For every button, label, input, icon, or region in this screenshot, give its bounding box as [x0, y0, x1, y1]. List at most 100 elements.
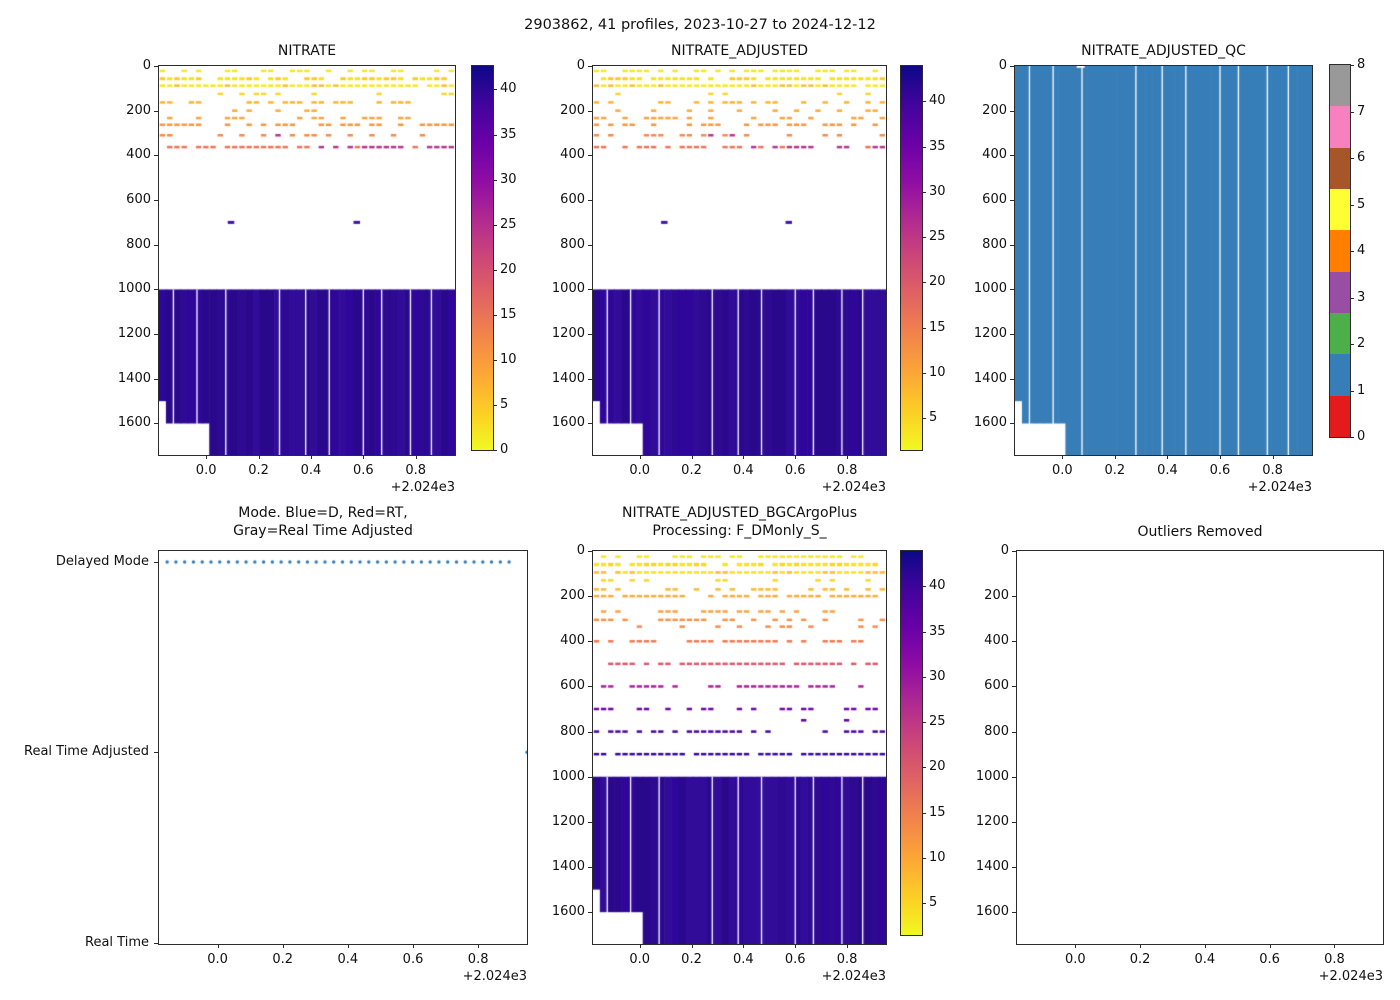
colorbar-tick-label: 30 [500, 171, 517, 187]
colorbar-tick-label: 5 [929, 410, 938, 426]
y-tick-mark [154, 562, 158, 563]
x-tick-label: 0.2 [681, 952, 702, 967]
x-tick-mark [1167, 456, 1169, 459]
y-tick-mark [154, 110, 158, 112]
y-tick-mark [154, 155, 158, 157]
colorbar-tick-mark [922, 327, 926, 329]
qc-colorbar-segment-6 [1330, 147, 1350, 189]
x-tick-label: 0.6 [784, 463, 806, 478]
panel-title-bgcargoplus-line1: NITRATE_ADJUSTED_BGCArgoPlus [621, 505, 858, 521]
x-tick-mark [795, 456, 797, 459]
x-tick-label: 0.6 [352, 463, 374, 478]
y-tick-mark [154, 334, 158, 336]
x-tick-mark [258, 456, 260, 459]
nitrate-adjusted-colorbar [900, 65, 923, 451]
y-tick-mark [1012, 551, 1016, 552]
depth-tick-label: 1600 [973, 415, 1007, 431]
depth-tick-label: 800 [982, 236, 1007, 252]
panel-title-nitrate-adjusted: NITRATE_ADJUSTED [671, 43, 808, 59]
colorbar-tick-mark [1350, 111, 1354, 113]
y-tick-mark [154, 200, 158, 202]
colorbar-tick-mark [493, 404, 497, 406]
nitrate-colorbar [471, 65, 494, 451]
x-tick-label: 0.8 [405, 463, 427, 478]
colorbar-tick-label: 7 [1357, 103, 1366, 119]
y-tick-mark [588, 334, 592, 336]
depth-tick-label: 800 [126, 236, 151, 252]
depth-tick-label: 200 [560, 102, 585, 118]
x-tick-label: 0.2 [681, 463, 702, 478]
x-tick-label: 0.2 [272, 952, 294, 967]
panel-title-outliers-removed: Outliers Removed [1137, 524, 1263, 540]
depth-tick-label: 1200 [973, 326, 1007, 342]
colorbar-tick-label: 0 [500, 442, 509, 457]
qc-colorbar-segment-4 [1330, 230, 1350, 272]
y-tick-mark [1010, 155, 1014, 157]
depth-tick-label: 600 [560, 192, 585, 208]
x-tick-mark [795, 945, 797, 948]
x-tick-mark [347, 945, 349, 948]
x-tick-mark [1272, 456, 1274, 459]
colorbar-tick-mark [922, 418, 926, 420]
y-tick-mark [1012, 731, 1016, 733]
colorbar-tick-label: 35 [929, 623, 946, 639]
qc-colorbar-segment-0 [1330, 395, 1350, 437]
y-tick-mark [588, 378, 592, 380]
panel-title-nitrate-adjusted-qc: NITRATE_ADJUSTED_QC [1081, 43, 1246, 59]
mode-plot-canvas [159, 551, 527, 944]
qc-colorbar-segment-8 [1330, 65, 1350, 107]
panel-title-bgcargoplus-line2: Processing: F_DMonly_S_ [652, 523, 827, 539]
x-tick-label: 0.8 [1324, 952, 1345, 967]
colorbar-tick-label: 20 [929, 759, 946, 775]
colorbar-tick-mark [1350, 251, 1354, 252]
y-tick-mark [588, 551, 592, 552]
y-tick-mark [154, 752, 158, 754]
colorbar-tick-mark [1350, 390, 1354, 392]
colorbar-tick-label: 5 [500, 396, 509, 412]
depth-tick-label: 600 [560, 678, 585, 694]
colorbar-tick-mark [1350, 297, 1354, 299]
y-tick-mark [588, 289, 592, 291]
colorbar-tick-label: 4 [1357, 243, 1366, 258]
x-tick-mark [691, 945, 693, 948]
y-tick-mark [588, 731, 592, 733]
y-tick-mark [154, 289, 158, 291]
colorbar-tick-mark [1350, 158, 1354, 159]
x-tick-label: 0.6 [1259, 952, 1280, 967]
depth-tick-label: 400 [984, 633, 1009, 649]
x-tick-mark [478, 945, 480, 948]
depth-tick-label: 600 [984, 678, 1009, 694]
x-tick-label: 0.0 [1051, 463, 1073, 478]
x-tick-mark [691, 456, 693, 459]
depth-tick-label: 600 [982, 192, 1007, 208]
x-tick-label: 0.4 [733, 952, 754, 967]
panel-title-mode-line2: Gray=Real Time Adjusted [233, 523, 413, 539]
x-tick-label: 0.8 [1262, 463, 1283, 478]
colorbar-tick-mark [922, 858, 926, 860]
colorbar-tick-label: 30 [929, 668, 946, 684]
colorbar-tick-mark [922, 373, 926, 375]
depth-tick-label: 400 [560, 147, 585, 163]
figure-title: 2903862, 41 profiles, 2023-10-27 to 2024… [524, 17, 876, 33]
x-tick-mark [1114, 456, 1116, 459]
colorbar-tick-mark [922, 586, 926, 588]
x-tick-mark [1204, 945, 1206, 948]
x-tick-mark [743, 945, 745, 948]
colorbar-tick-mark [493, 89, 497, 91]
panel-title-nitrate: NITRATE [277, 43, 337, 59]
y-tick-mark [588, 867, 592, 869]
x-axis-offset-label: +2.024e3 [1318, 969, 1383, 984]
depth-tick-label: 400 [560, 633, 585, 649]
y-tick-mark [588, 596, 592, 598]
depth-tick-label: 1000 [973, 281, 1007, 297]
mode-category-label: Real Time Adjusted [24, 744, 149, 760]
colorbar-tick-label: 40 [929, 93, 946, 109]
nitrate-adjusted-bgcargoplus-plot-canvas [593, 551, 886, 944]
y-tick-mark [1012, 867, 1016, 869]
depth-tick-label: 1400 [973, 370, 1007, 386]
y-tick-mark [154, 244, 158, 246]
x-axis-offset-label: +2.024e3 [821, 480, 886, 495]
depth-tick-label: 1200 [551, 326, 585, 342]
x-tick-label: 0.4 [337, 952, 359, 967]
